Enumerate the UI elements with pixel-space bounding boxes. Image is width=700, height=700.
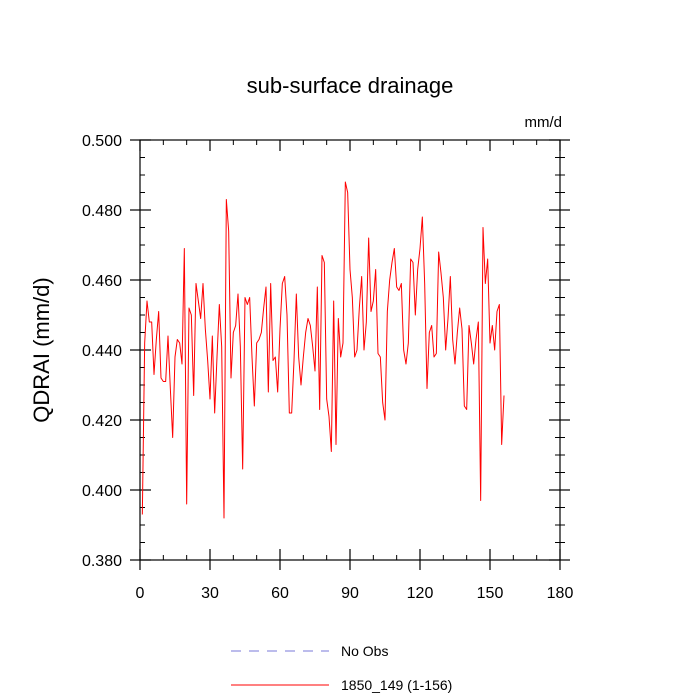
x-tick-label: 150: [477, 585, 504, 602]
legend-label-no-obs: No Obs: [341, 643, 388, 659]
y-tick-label: 0.400: [82, 483, 122, 500]
y-axis-label: QDRAI (mm/d): [29, 277, 54, 422]
tick-labels: 0 30 60 90 120 150 180 0.380 0.400 0.420 0.440 0.46…: [82, 133, 573, 602]
legend: No Obs 1850_149 (1-156): [231, 643, 452, 693]
y-tick-label: 0.460: [82, 273, 122, 290]
y-tick-label: 0.500: [82, 133, 122, 150]
x-tick-label: 60: [271, 585, 289, 602]
x-tick-label: 180: [547, 585, 574, 602]
y-tick-label: 0.420: [82, 413, 122, 430]
plot-frame: [139, 139, 561, 561]
x-tick-label: 0: [136, 585, 145, 602]
legend-label-1850-149: 1850_149 (1-156): [341, 677, 452, 693]
x-tick-label: 90: [341, 585, 359, 602]
series-line-1850-149: [141, 181, 505, 519]
x-tick-label: 30: [201, 585, 219, 602]
y-tick-label: 0.380: [82, 553, 122, 570]
x-tick-label: 120: [407, 585, 434, 602]
series-layer: [141, 181, 505, 519]
axis-ticks: [130, 139, 570, 570]
units-label: mm/d: [525, 114, 563, 131]
chart-title: sub-surface drainage: [247, 73, 454, 98]
y-tick-label: 0.480: [82, 203, 122, 220]
y-tick-label: 0.440: [82, 343, 122, 360]
